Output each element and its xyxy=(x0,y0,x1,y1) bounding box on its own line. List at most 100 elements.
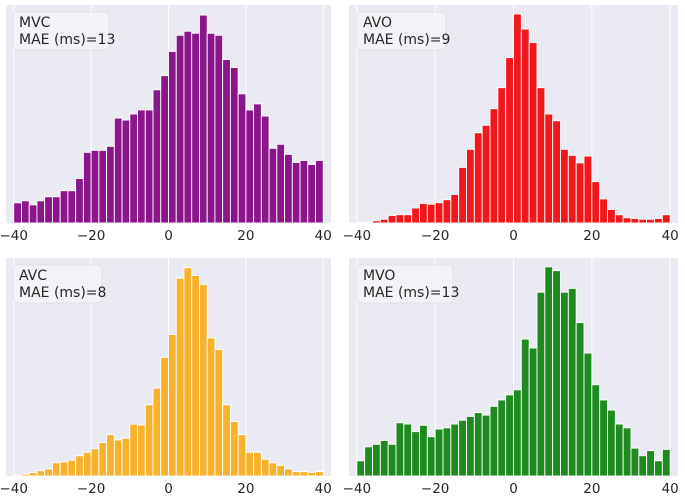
histogram-bar xyxy=(458,419,467,477)
x-tick-label: −40 xyxy=(0,481,28,497)
histogram-bar xyxy=(28,204,38,224)
histogram-bar xyxy=(364,221,373,224)
histogram-bar xyxy=(403,214,413,224)
histogram-bar xyxy=(75,178,84,224)
histogram-bar xyxy=(253,103,262,224)
histogram-bar xyxy=(175,277,185,477)
histogram-bar xyxy=(395,214,405,224)
histogram-bar xyxy=(536,291,546,477)
histogram-bar xyxy=(622,427,632,477)
histogram-bar xyxy=(489,405,499,477)
histogram-bar xyxy=(379,440,389,477)
histogram-bar xyxy=(13,202,22,224)
histogram-bar xyxy=(520,28,530,224)
histogram-bar xyxy=(168,334,177,477)
histogram-bar xyxy=(442,427,452,477)
histogram-bar xyxy=(442,199,452,224)
x-tick-label: 40 xyxy=(662,228,679,244)
histogram-bar xyxy=(567,287,577,477)
histogram-bar xyxy=(307,472,316,477)
legend-title: AVO xyxy=(363,15,392,31)
histogram-bar xyxy=(75,455,84,477)
histogram-bar xyxy=(315,471,324,477)
histogram-bar xyxy=(106,145,115,224)
histogram-bar xyxy=(44,468,53,477)
histogram-bar xyxy=(473,412,483,477)
legend-title: AVC xyxy=(19,268,47,284)
histogram-bar xyxy=(536,87,546,224)
histogram-bar xyxy=(450,423,460,477)
histogram-bar xyxy=(291,161,301,224)
histogram-bar xyxy=(229,67,239,224)
legend-box xyxy=(356,11,447,51)
histogram-bar xyxy=(206,337,216,477)
histogram-bar xyxy=(191,275,200,477)
histogram-bar xyxy=(395,422,405,477)
legend-mae: MAE (ms)=13 xyxy=(363,285,459,301)
histogram-bar xyxy=(513,389,522,477)
histogram-bar xyxy=(552,270,561,477)
histogram-bar xyxy=(36,200,46,224)
x-tick-label: 0 xyxy=(509,481,518,497)
histogram-bar xyxy=(51,462,61,477)
histogram-bar xyxy=(253,451,262,477)
histogram-bar xyxy=(528,347,538,477)
histogram-bar xyxy=(129,423,138,477)
histogram-bar xyxy=(654,460,663,477)
histogram-bar xyxy=(403,423,413,477)
x-tick-label: 0 xyxy=(509,228,518,244)
histogram-bar xyxy=(206,32,216,224)
histogram-bar xyxy=(419,424,428,477)
histogram-bar xyxy=(607,209,616,224)
histogram-bar xyxy=(661,448,671,477)
histogram-bar xyxy=(575,162,585,224)
histogram-bar xyxy=(183,30,193,224)
histogram-bar xyxy=(260,458,270,477)
legend-box xyxy=(12,264,103,304)
histogram-bar xyxy=(276,465,286,477)
histogram-bar xyxy=(458,166,467,224)
histogram-bar xyxy=(560,291,569,477)
histogram-bar xyxy=(21,473,30,477)
histogram-bar xyxy=(214,34,224,224)
histogram-bar xyxy=(411,207,420,224)
x-tick-label: 40 xyxy=(662,481,679,497)
x-tick-label: −20 xyxy=(421,228,450,244)
legend-box xyxy=(356,264,454,304)
histogram-bar xyxy=(160,75,169,224)
histogram-bar xyxy=(129,113,138,224)
histogram-bar xyxy=(372,220,381,224)
x-tick-label: −40 xyxy=(0,228,28,244)
legend-title: MVC xyxy=(19,15,51,31)
histogram-bar xyxy=(121,119,131,224)
histogram-bar xyxy=(137,424,146,477)
histogram-bar xyxy=(291,471,301,477)
histogram-bar xyxy=(237,434,247,477)
histogram-bar xyxy=(614,214,624,224)
legend-title: MVO xyxy=(363,268,395,284)
histogram-bar xyxy=(199,283,208,477)
histogram-bar xyxy=(222,59,231,224)
histogram-bar xyxy=(276,143,286,224)
histogram-bar xyxy=(497,87,507,224)
histogram-bar xyxy=(90,149,100,224)
histogram-bar xyxy=(21,200,30,224)
histogram-bar xyxy=(260,115,270,224)
histogram-bar xyxy=(106,434,115,477)
histogram-bar xyxy=(237,93,247,224)
histogram-bar xyxy=(387,215,397,224)
histogram-bar xyxy=(481,414,491,477)
histogram-bar xyxy=(607,409,616,477)
histogram-bar xyxy=(450,193,460,224)
histogram-bar xyxy=(372,443,381,477)
histogram-bar xyxy=(583,352,593,477)
histogram-bar xyxy=(59,461,69,477)
histogram-bar xyxy=(544,113,554,224)
histogram-bar xyxy=(144,109,154,224)
